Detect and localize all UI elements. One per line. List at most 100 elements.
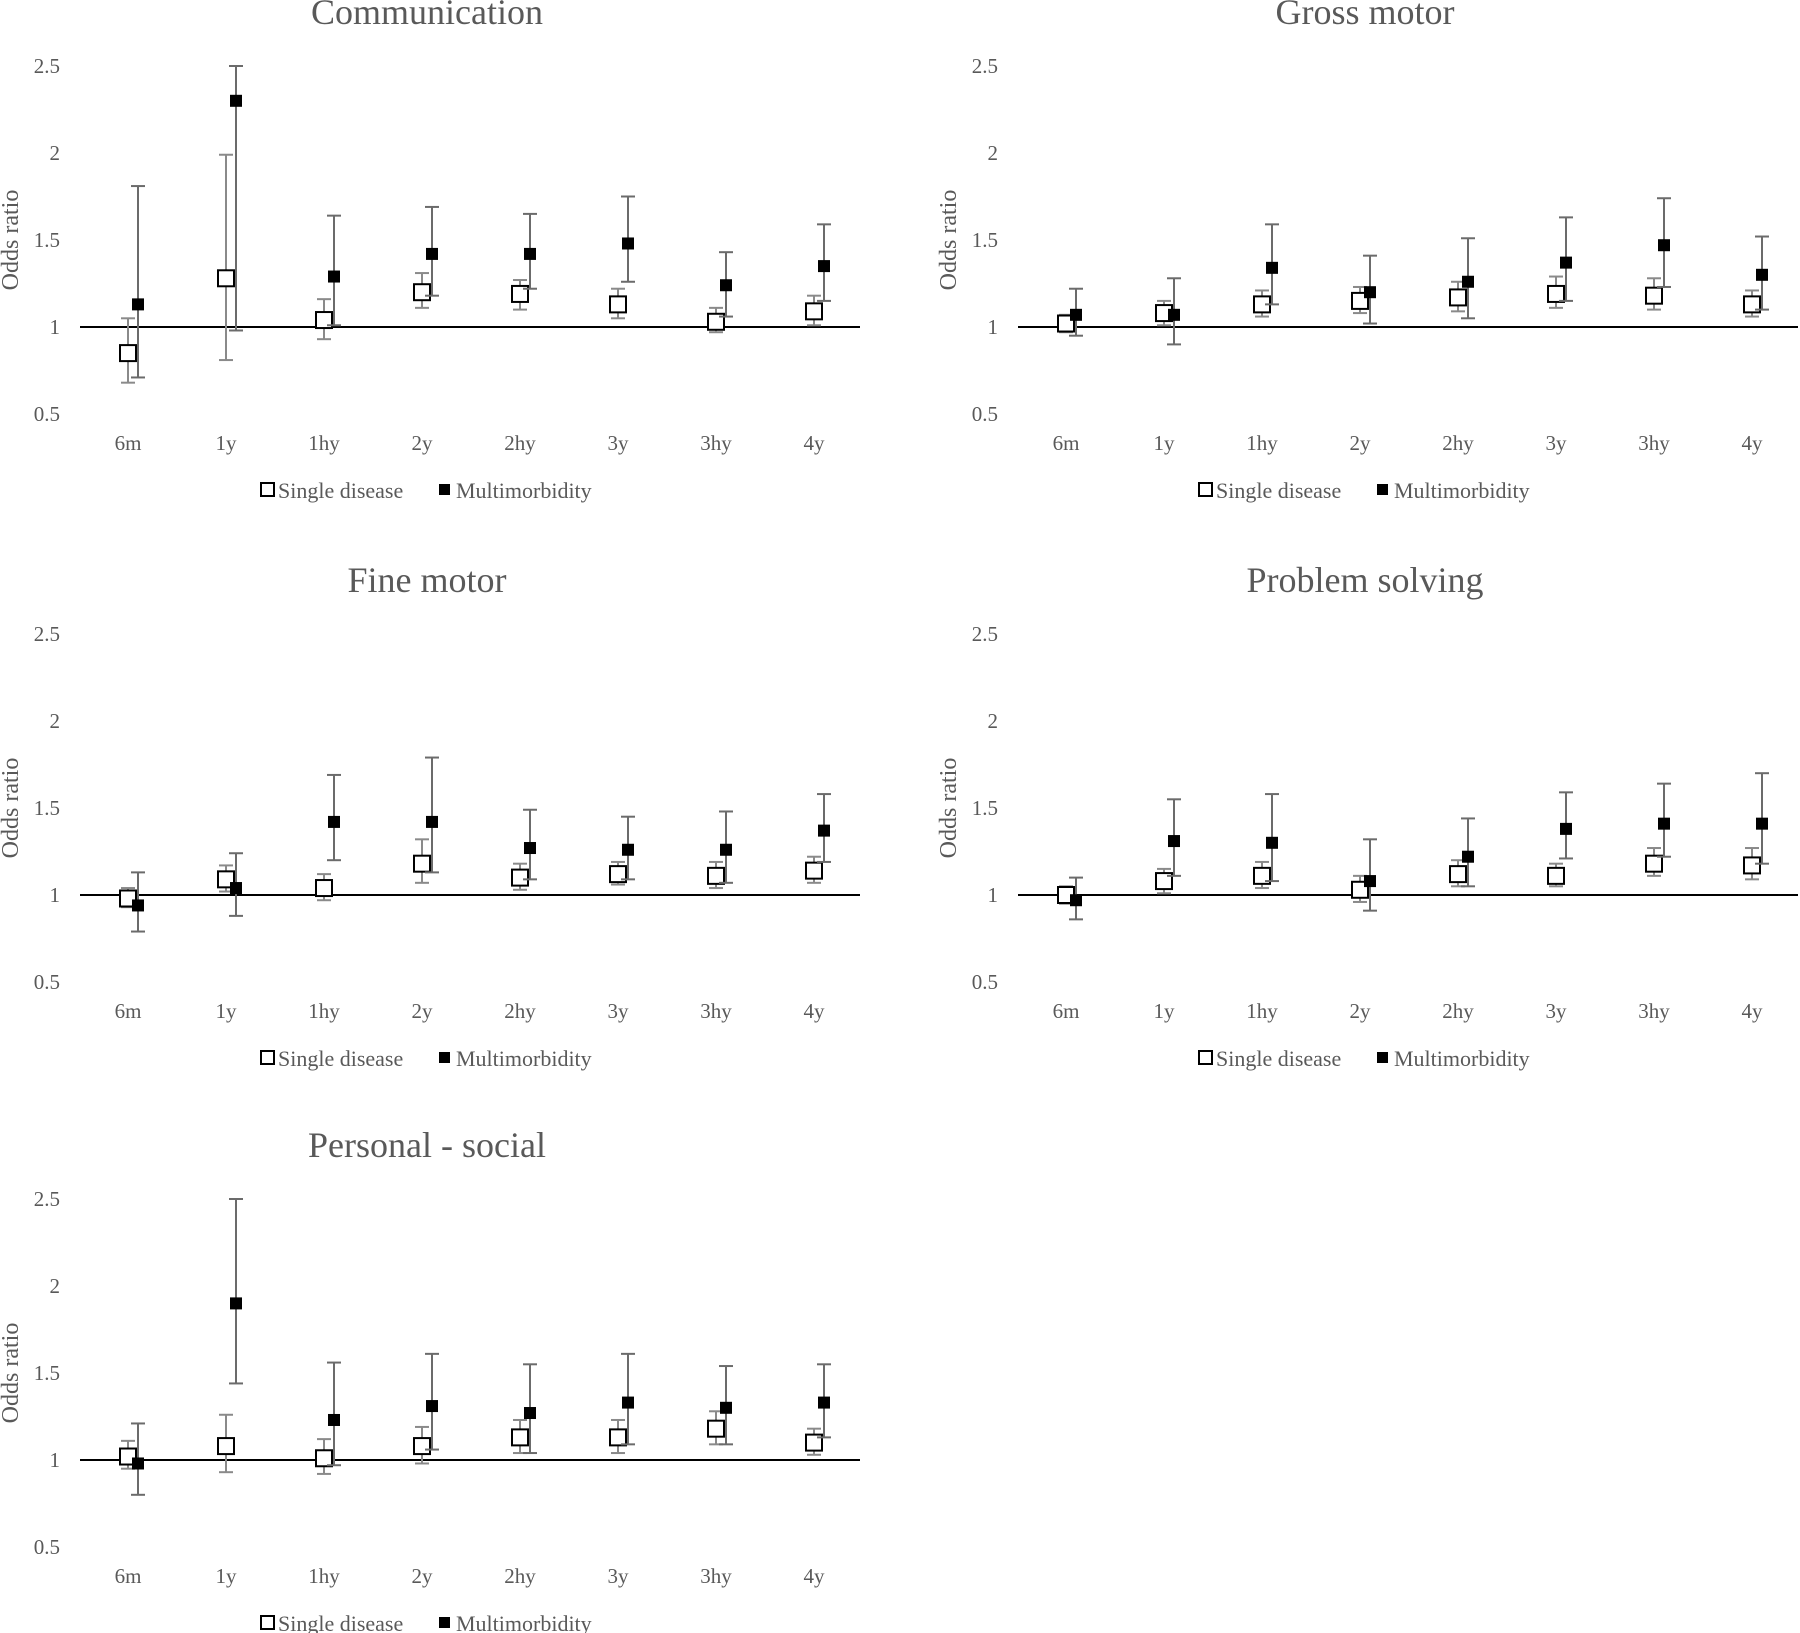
x-tick-label: 6m: [115, 999, 142, 1023]
panel-title: Fine motor: [348, 560, 507, 600]
panel-communication: Communication Odds ratio 2.5 2 1.5 1 0.5 6m 1y 1h…: [0, 0, 860, 503]
data-point-multimorbidity: [1070, 308, 1082, 321]
x-tick-label: 2y: [412, 431, 434, 455]
data-point-single-disease: [1645, 854, 1663, 873]
data-point-single-disease: [413, 854, 431, 873]
x-tick-label: 6m: [1053, 999, 1080, 1023]
legend: Single disease Multimorbidity: [260, 1046, 592, 1071]
x-tick-label: 2hy: [1442, 999, 1474, 1023]
legend-marker-multimorbidity: [439, 484, 450, 495]
data-point-multimorbidity: [1168, 308, 1180, 321]
data-point-multimorbidity: [524, 247, 536, 260]
data-point-single-disease: [1155, 872, 1173, 891]
legend-marker-single-disease: [1198, 482, 1213, 497]
y-tick-label: 1.5: [34, 1361, 60, 1385]
data-point-single-disease: [805, 1433, 823, 1452]
y-tick-label: 2.5: [34, 622, 60, 646]
data-point-single-disease: [1743, 856, 1761, 875]
data-point-multimorbidity: [524, 1407, 536, 1420]
data-point-multimorbidity: [1756, 817, 1768, 830]
legend-label-single-disease: Single disease: [278, 1046, 403, 1071]
x-tick-label: 4y: [1742, 999, 1764, 1023]
y-axis-label: Odds ratio: [0, 758, 24, 859]
data-point-single-disease: [609, 1428, 627, 1447]
legend-marker-multimorbidity: [1377, 1052, 1388, 1063]
data-point-single-disease: [217, 1437, 235, 1456]
panel-gross-motor: Gross motor Odds ratio 2.5 2 1.5 1 0.5 6m 1y 1hy 2…: [936, 0, 1798, 503]
data-point-single-disease: [805, 861, 823, 880]
data-point-multimorbidity: [230, 882, 242, 895]
data-point-multimorbidity: [818, 1396, 830, 1409]
x-tick-label: 2y: [412, 1564, 434, 1588]
legend: Single disease Multimorbidity: [260, 1611, 592, 1633]
data-point-multimorbidity: [132, 899, 144, 912]
legend-label-single-disease: Single disease: [278, 478, 403, 503]
data-point-multimorbidity: [622, 843, 634, 856]
y-tick-label: 1: [988, 315, 999, 339]
x-tick-label: 2y: [1350, 999, 1372, 1023]
panel-fine-motor: Fine motor Odds ratio 2.5 2 1.5 1 0.5 6m 1y 1hy 2y…: [0, 560, 860, 1071]
data-point-single-disease: [707, 866, 725, 885]
data-point-single-disease: [1449, 288, 1467, 307]
data-point-single-disease: [1547, 866, 1565, 885]
x-tick-label: 3y: [1546, 431, 1568, 455]
y-tick-label: 1.5: [972, 796, 998, 820]
legend-label-multimorbidity: Multimorbidity: [456, 1046, 592, 1071]
data-point-single-disease: [217, 269, 235, 288]
y-tick-label: 2: [50, 141, 61, 165]
x-tick-label: 6m: [115, 1564, 142, 1588]
legend-label-multimorbidity: Multimorbidity: [456, 478, 592, 503]
data-point-multimorbidity: [1266, 836, 1278, 849]
data-point-multimorbidity: [818, 260, 830, 273]
legend-marker-single-disease: [260, 1050, 275, 1065]
x-tick-label: 3hy: [700, 1564, 732, 1588]
x-tick-label: 3y: [608, 999, 630, 1023]
y-tick-label: 0.5: [34, 402, 60, 426]
y-tick-label: 0.5: [972, 970, 998, 994]
data-point-single-disease: [413, 1437, 431, 1456]
y-tick-label: 1: [50, 1448, 61, 1472]
data-point-single-disease: [315, 879, 333, 898]
data-point-single-disease: [609, 295, 627, 314]
data-point-multimorbidity: [524, 842, 536, 855]
x-tick-label: 1hy: [1246, 999, 1278, 1023]
y-tick-label: 1.5: [34, 228, 60, 252]
x-tick-label: 1hy: [308, 431, 340, 455]
legend-label-multimorbidity: Multimorbidity: [456, 1611, 592, 1633]
legend-label-single-disease: Single disease: [1216, 478, 1341, 503]
legend-marker-multimorbidity: [1377, 484, 1388, 495]
x-tick-label: 2y: [412, 999, 434, 1023]
x-tick-label: 4y: [804, 999, 826, 1023]
data-point-single-disease: [1449, 865, 1467, 884]
legend-label-single-disease: Single disease: [1216, 1046, 1341, 1071]
data-point-multimorbidity: [1364, 875, 1376, 888]
x-tick-label: 4y: [804, 1564, 826, 1588]
x-tick-label: 1y: [1154, 999, 1176, 1023]
panel-personal-social: Personal - social Odds ratio 2.5 2 1.5 1 0.5 6m…: [0, 1125, 860, 1633]
panel-title: Communication: [311, 0, 543, 32]
y-axis-label: Odds ratio: [936, 190, 962, 291]
data-point-single-disease: [413, 283, 431, 302]
data-point-multimorbidity: [328, 815, 340, 828]
y-tick-label: 2: [50, 1274, 61, 1298]
y-tick-label: 2.5: [972, 54, 998, 78]
panel-title: Personal - social: [308, 1125, 546, 1165]
data-point-single-disease: [707, 1419, 725, 1438]
y-tick-label: 2: [50, 709, 61, 733]
x-tick-label: 1y: [216, 431, 238, 455]
data-point-multimorbidity: [720, 279, 732, 292]
panel-title: Problem solving: [1246, 560, 1483, 600]
data-point-single-disease: [119, 344, 137, 363]
y-axis-label: Odds ratio: [0, 1323, 24, 1424]
x-tick-label: 6m: [1053, 431, 1080, 455]
x-tick-label: 2y: [1350, 431, 1372, 455]
x-tick-label: 3hy: [1638, 999, 1670, 1023]
x-tick-label: 1hy: [1246, 431, 1278, 455]
y-tick-label: 2: [988, 141, 999, 165]
data-point-multimorbidity: [622, 1396, 634, 1409]
x-tick-label: 3hy: [1638, 431, 1670, 455]
legend: Single disease Multimorbidity: [260, 478, 592, 503]
y-tick-label: 1: [988, 883, 999, 907]
x-tick-label: 1y: [216, 1564, 238, 1588]
legend-marker-multimorbidity: [439, 1617, 450, 1628]
